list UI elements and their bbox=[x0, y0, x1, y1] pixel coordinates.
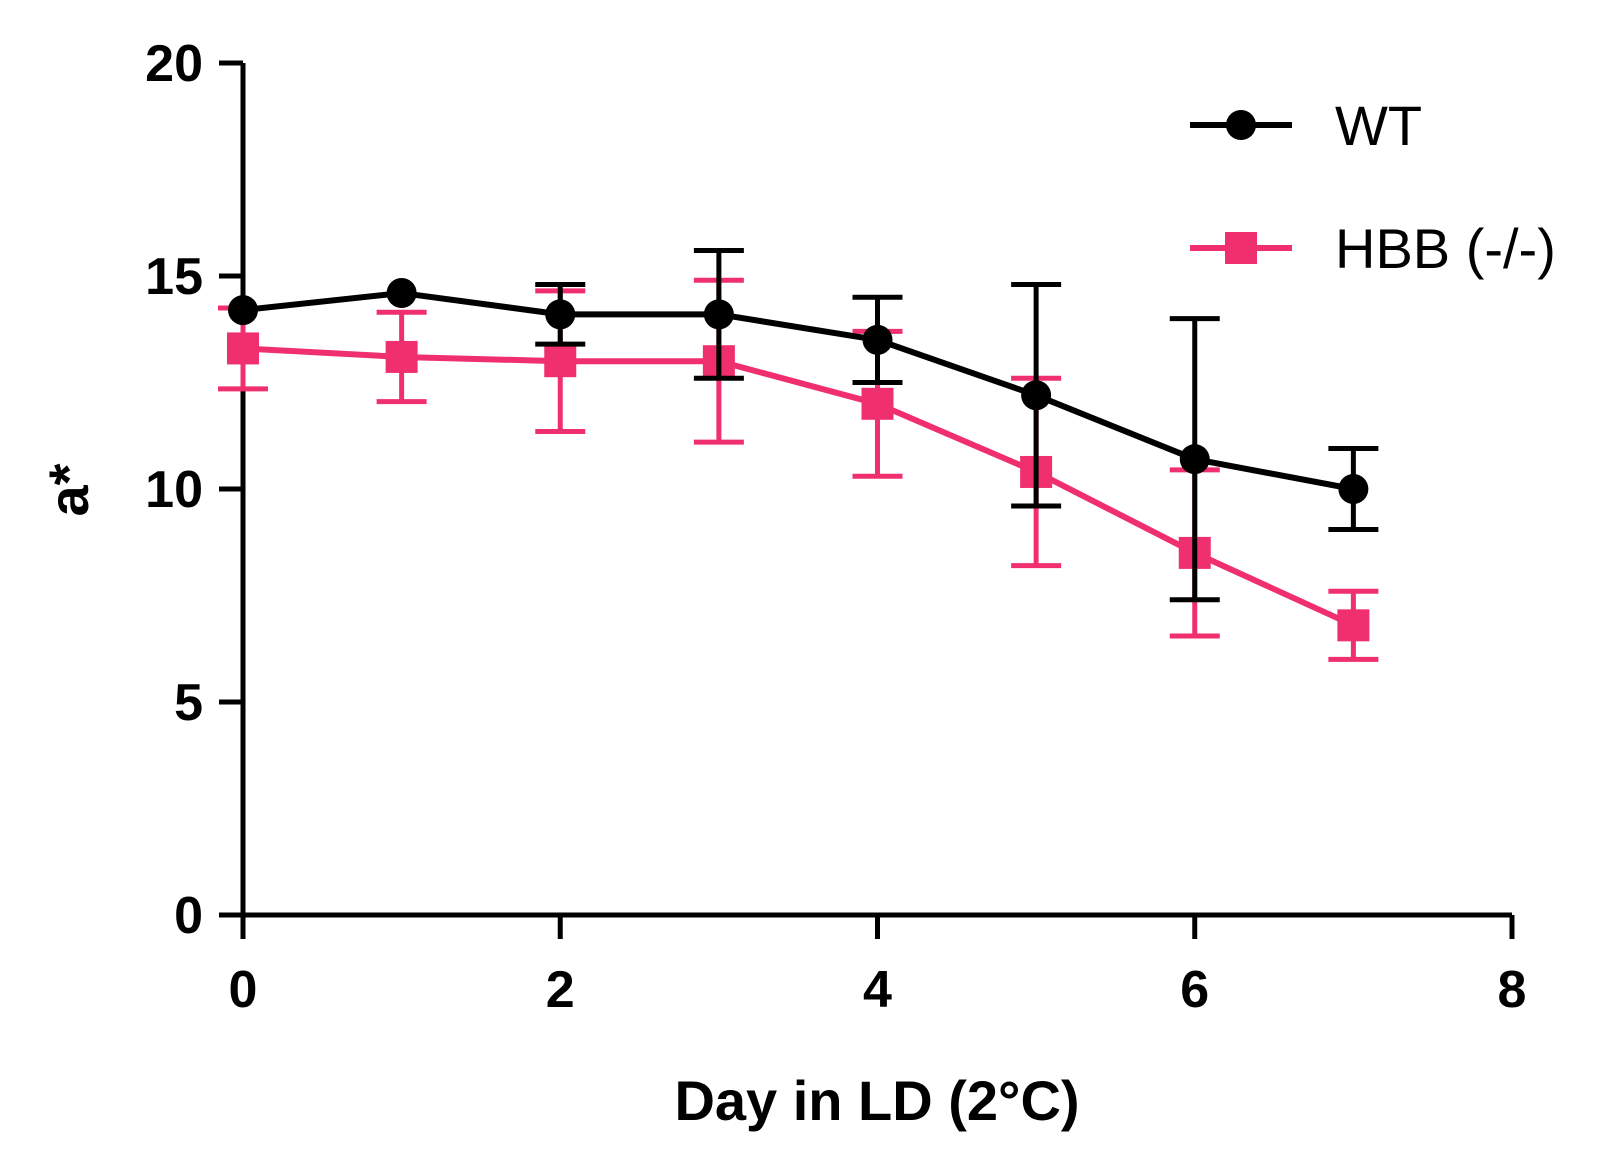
point-hbb-4 bbox=[861, 387, 894, 420]
y-tick-label-5: 5 bbox=[174, 674, 203, 732]
y-tick-label-15: 15 bbox=[145, 248, 203, 306]
y-tick-label-20: 20 bbox=[145, 35, 203, 93]
point-wt-5 bbox=[1021, 380, 1052, 411]
legend-hbb-label: HBB (-/-) bbox=[1335, 217, 1556, 280]
x-tick-label-8: 8 bbox=[1498, 961, 1527, 1019]
x-ticks: 0 2 4 6 8 bbox=[229, 915, 1527, 1019]
legend-item-wt: WT bbox=[1190, 94, 1422, 157]
series-hbb bbox=[218, 277, 1379, 662]
x-tick-label-4: 4 bbox=[863, 961, 892, 1019]
point-hbb-2 bbox=[544, 345, 577, 378]
y-ticks: 0 5 10 15 20 bbox=[145, 35, 243, 945]
legend-wt-label: WT bbox=[1335, 94, 1422, 157]
point-wt-0 bbox=[228, 295, 258, 326]
series-line-wt bbox=[242, 290, 1354, 492]
x-tick-label-0: 0 bbox=[229, 961, 258, 1019]
point-hbb-7 bbox=[1337, 609, 1370, 642]
point-wt-2 bbox=[545, 299, 576, 330]
series-wt bbox=[228, 247, 1379, 603]
y-tick-label-0: 0 bbox=[174, 887, 203, 945]
legend-hbb-marker bbox=[1225, 232, 1257, 264]
point-wt-4 bbox=[862, 324, 893, 355]
legend-item-hbb: HBB (-/-) bbox=[1190, 217, 1556, 280]
point-hbb-0 bbox=[227, 332, 259, 365]
axes bbox=[240, 63, 1512, 918]
x-tick-label-6: 6 bbox=[1180, 961, 1209, 1019]
y-tick-label-10: 10 bbox=[145, 461, 203, 519]
legend-wt-marker bbox=[1226, 110, 1256, 140]
y-axis-title: a* bbox=[37, 463, 100, 516]
point-wt-7 bbox=[1338, 474, 1369, 504]
x-axis-title: Day in LD (2°C) bbox=[674, 1069, 1079, 1132]
series-line-hbb bbox=[242, 345, 1355, 629]
point-wt-6 bbox=[1179, 444, 1210, 475]
x-tick-label-2: 2 bbox=[546, 961, 575, 1019]
series-layer bbox=[218, 247, 1379, 662]
point-hbb-1 bbox=[385, 340, 418, 373]
point-wt-3 bbox=[703, 299, 734, 330]
point-wt-1 bbox=[386, 278, 417, 309]
legend: WT HBB (-/-) bbox=[1190, 94, 1556, 280]
